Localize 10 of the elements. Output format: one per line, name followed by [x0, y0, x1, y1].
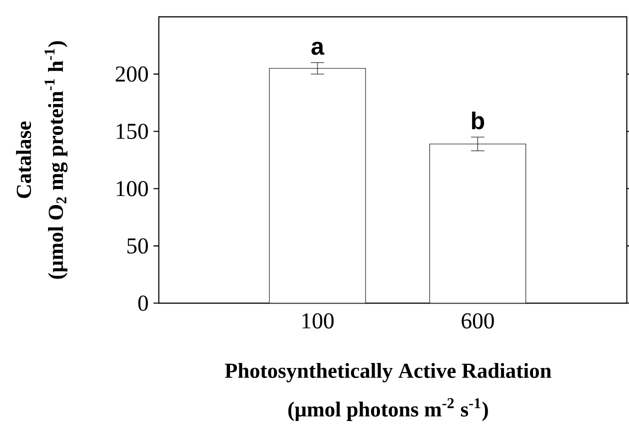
- y-tick-label: 100: [116, 180, 148, 196]
- y-tick-label: 50: [127, 238, 148, 254]
- annotation: a: [312, 42, 324, 55]
- y-tick-label: 0: [138, 296, 148, 311]
- y-axis-title: Catalase (µmol O$_{2}$ mg protein$^{-1}$ h$^{-1}$): [16, 41, 68, 279]
- y-tick-label: 150: [116, 124, 148, 140]
- x-axis-title: Photosynthetically Active Radiation (µmol photons m$^{-2}$ s$^{-1}$): [224, 362, 552, 421]
- annotation: b: [472, 112, 484, 130]
- y-tick-label: 200: [116, 66, 148, 82]
- x-tick-label: 600: [462, 313, 494, 329]
